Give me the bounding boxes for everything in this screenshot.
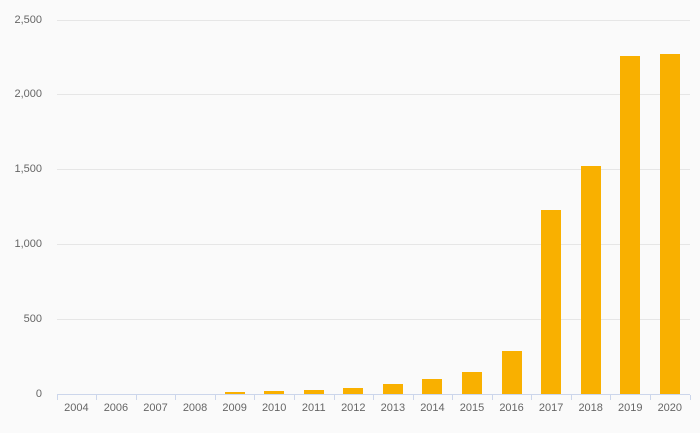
bar-2018[interactable]: [580, 165, 601, 394]
x-axis-tick: [373, 395, 375, 400]
x-axis-label: 2020: [657, 402, 683, 414]
x-axis-label: 2006: [103, 402, 129, 414]
x-axis-tick: [689, 395, 691, 400]
bar-2011[interactable]: [303, 390, 324, 394]
x-axis-tick: [175, 395, 177, 400]
gridline: [56, 94, 690, 96]
x-axis-label: 2011: [301, 402, 326, 414]
x-axis-tick: [570, 395, 572, 400]
x-axis-tick: [254, 395, 256, 400]
x-axis-label: 2009: [222, 402, 247, 414]
x-axis-label: 2018: [578, 402, 603, 414]
gridline: [56, 169, 690, 171]
y-axis-label: 1,500: [14, 163, 42, 176]
x-axis-tick: [293, 395, 295, 400]
x-axis-label: 2008: [182, 402, 208, 414]
bar-2013[interactable]: [382, 383, 403, 394]
x-axis-tick: [491, 395, 493, 400]
bar-2009[interactable]: [224, 392, 245, 394]
x-axis-label: 2014: [420, 402, 445, 414]
gridline: [56, 243, 690, 245]
y-axis-label: 500: [23, 312, 42, 325]
x-axis-label: 2010: [261, 402, 287, 414]
bar-2020[interactable]: [659, 53, 680, 394]
x-axis-tick: [610, 395, 612, 400]
x-axis-label: 2007: [143, 402, 168, 414]
x-axis-tick: [135, 395, 137, 400]
y-axis-label: 0: [35, 387, 42, 400]
bar-2015[interactable]: [462, 371, 482, 394]
x-axis-tick: [56, 395, 58, 400]
bar-2016[interactable]: [501, 351, 522, 394]
x-axis-tick: [531, 395, 533, 400]
bar-2017[interactable]: [541, 209, 562, 394]
x-axis-tick: [96, 395, 98, 400]
x-axis-label: 2012: [341, 402, 366, 414]
y-axis-label: 2,000: [14, 88, 42, 101]
x-axis-tick: [333, 395, 335, 400]
gridline: [56, 19, 690, 21]
x-axis-label: 2013: [380, 402, 406, 414]
x-axis-line: [56, 394, 690, 395]
gridline: [56, 318, 690, 320]
bar-2012[interactable]: [343, 388, 364, 394]
x-axis-tick: [412, 395, 414, 400]
bar-2014[interactable]: [422, 379, 443, 394]
x-axis-tick: [650, 395, 652, 400]
x-axis-tick: [214, 395, 216, 400]
y-axis-label: 1,000: [14, 237, 42, 250]
x-axis-label: 2019: [618, 402, 643, 414]
bar-2019[interactable]: [620, 55, 641, 394]
bar-2010[interactable]: [264, 391, 285, 394]
x-axis-tick: [452, 395, 454, 400]
x-axis-label: 2015: [459, 402, 485, 414]
y-axis-label: 2,500: [14, 13, 42, 26]
x-axis-label: 2017: [538, 402, 564, 414]
x-axis-label: 2004: [64, 402, 89, 414]
x-axis-label: 2016: [499, 402, 524, 414]
